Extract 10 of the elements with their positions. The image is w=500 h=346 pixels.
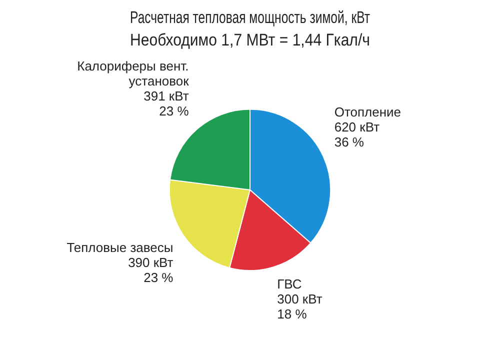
data-label: 390 кВт 23 % — [128, 254, 174, 285]
slice-label: Калориферы вент. установок — [77, 58, 190, 88]
slice-label: Тепловые завесы — [66, 240, 174, 255]
chart-subtitle: Необходимо 1,7 МВт = 1,44 Гкал/ч — [130, 30, 370, 50]
slice-label: ГВС — [277, 276, 302, 292]
chart-title: Расчетная тепловая мощность зимой, кВт — [130, 9, 370, 28]
data-label: 620 кВт 36 % — [334, 120, 380, 150]
data-label: 300 кВт 18 % — [277, 292, 322, 322]
data-label: 391 кВт 23 % — [144, 88, 190, 118]
slice-label: Отопление — [334, 104, 402, 120]
